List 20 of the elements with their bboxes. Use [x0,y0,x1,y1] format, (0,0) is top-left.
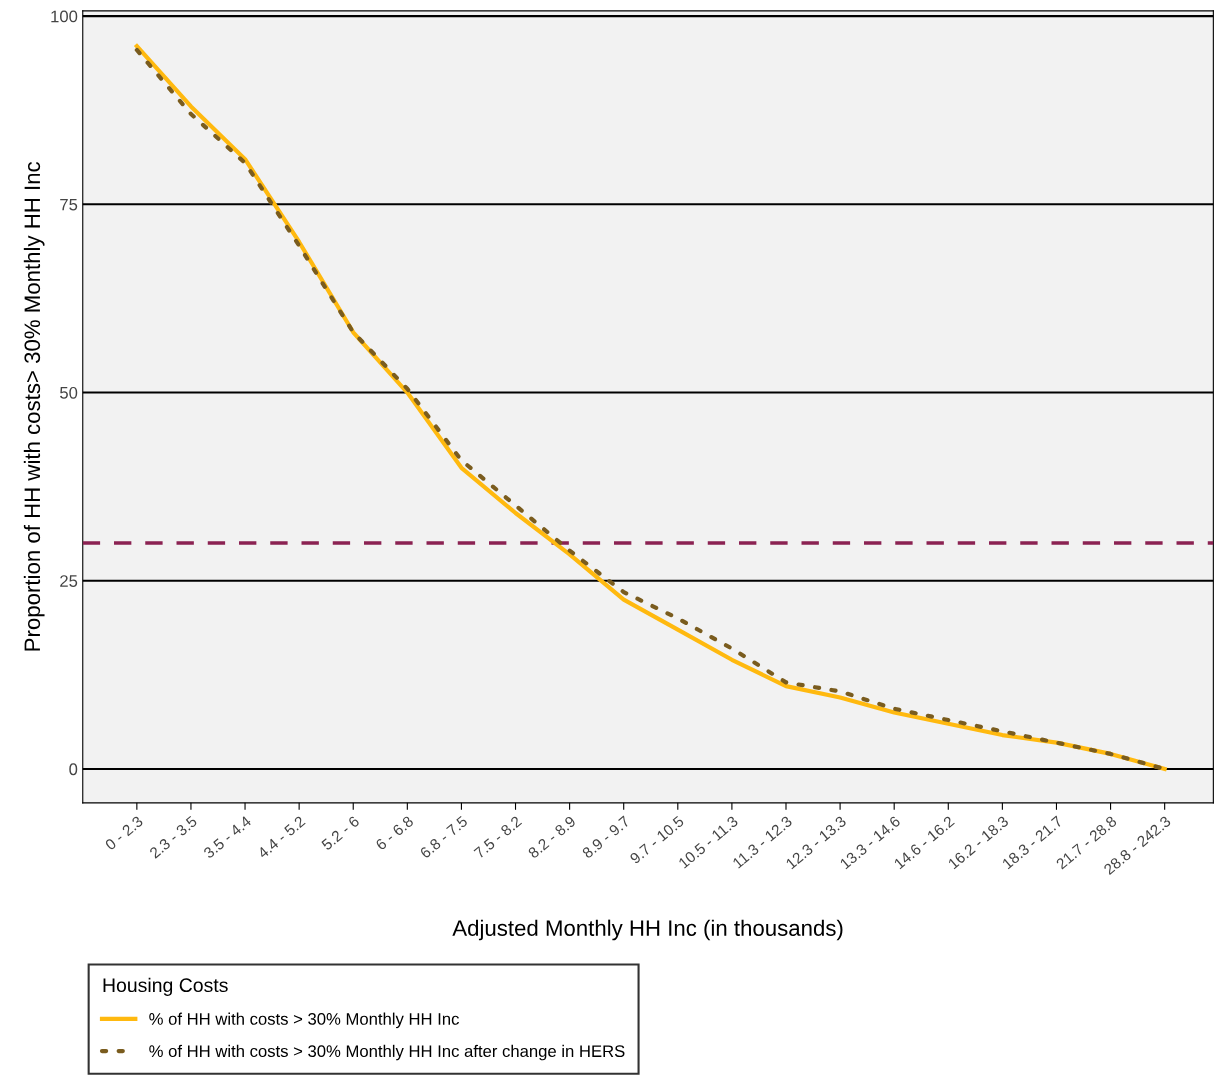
legend-label: % of HH with costs > 30% Monthly HH Inc after change in HERS [149,1044,625,1061]
x-tick-label: 8.9 - 9.7 [581,815,631,859]
x-tick-label: 6 - 6.8 [375,815,415,851]
x-tick-label: 3.5 - 4.4 [202,815,252,859]
x-tick-label: 8.2 - 8.9 [527,815,577,859]
x-tick-label: 4.4 - 5.2 [256,815,306,860]
y-tick-label: 75 [60,198,78,211]
x-tick-label: 2.3 - 3.5 [148,815,198,859]
y-axis-title: Proportion of HH with costs> 30% Monthly HH Inc [23,161,45,651]
x-tick-label: 6.8 - 7.5 [419,815,469,859]
y-tick-label: 25 [60,575,78,587]
y-tick-label: 0 [69,763,78,776]
y-tick-label: 100 [51,10,78,23]
legend-title: Housing Costs [103,977,228,996]
x-tick-label: 0 - 2.3 [104,815,144,851]
x-tick-label: 5.2 - 6 [320,815,360,851]
x-tick-label: 7.5 - 8.2 [473,815,523,859]
x-axis-title: Adjusted Monthly HH Inc (in thousands) [452,919,843,941]
y-tick-label: 50 [60,386,78,399]
legend-label: % of HH with costs > 30% Monthly HH Inc [149,1012,459,1029]
